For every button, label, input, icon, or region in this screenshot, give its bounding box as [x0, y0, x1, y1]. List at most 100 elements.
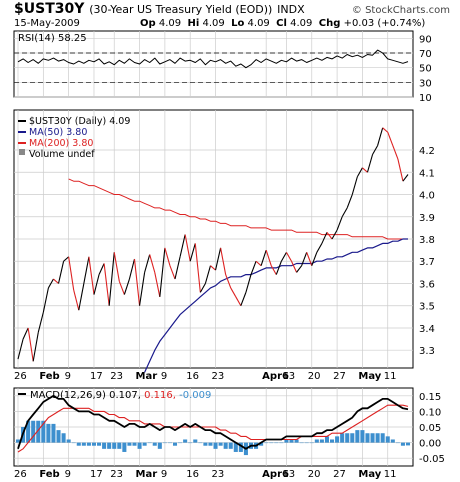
macd-histogram-bar	[279, 442, 284, 444]
price-line-segment	[225, 274, 232, 289]
instrument-name-label: (30-Year US Treasury Yield (EOD))	[89, 3, 273, 16]
price-line-segment	[220, 247, 227, 275]
macd-histogram-bar	[198, 442, 203, 444]
price-line-segment	[169, 265, 176, 280]
price-line-segment	[42, 287, 49, 313]
price-line-segment	[235, 296, 242, 306]
price-line-segment	[275, 261, 282, 275]
price-line-segment	[336, 216, 343, 231]
rsi-title: RSI(14) 58.25	[18, 33, 87, 44]
price-line-segment	[285, 252, 292, 262]
macd-histogram-bar	[15, 439, 21, 443]
price-ytick-label: 4.0	[419, 191, 435, 202]
macd-line	[17, 394, 409, 450]
macd-xtick-label: Feb	[39, 469, 59, 480]
price-line-segment	[88, 256, 95, 295]
price-ytick-label: 3.7	[419, 257, 435, 268]
price-line-segment	[250, 261, 257, 275]
macd-histogram-bar	[330, 439, 335, 443]
macd-xtick-label: 26	[14, 469, 27, 480]
macd-histogram-bar	[31, 420, 36, 443]
price-line-segment	[83, 256, 90, 284]
macd-histogram-bar	[178, 442, 183, 444]
macd-histogram-bar	[97, 442, 102, 446]
source-credit: © StockCharts.com	[351, 5, 450, 16]
price-line-segment	[174, 256, 181, 280]
macd-xtick-label: 20	[308, 469, 321, 480]
macd-histogram-bar	[117, 442, 122, 449]
price-line-segment	[108, 252, 115, 306]
price-line-segment	[159, 247, 166, 297]
legend-label: Volume undef	[29, 149, 95, 160]
macd-histogram-bar	[127, 442, 132, 446]
macd-ytick-label: 0.00	[419, 439, 441, 450]
price-xtick-label: 26	[14, 371, 27, 382]
macd-histogram-bar	[26, 420, 31, 443]
macd-histogram-bar	[71, 442, 76, 444]
price-line-segment	[316, 243, 323, 253]
macd-histogram-bar	[350, 433, 355, 443]
macd-panel: -0.05 0.00 0.05 0.10 0.15 MACD(12,26,9) 0.107…	[13, 387, 445, 480]
macd-histogram-bar	[162, 442, 167, 444]
price-xtick-label: Feb	[39, 371, 59, 382]
rsi-ytick-label: 30	[419, 78, 432, 89]
price-ytick-label: 3.9	[419, 213, 435, 224]
price-line-segment	[63, 256, 70, 262]
macd-xtick-label: May	[358, 469, 381, 480]
macd-histogram-bar	[360, 430, 365, 443]
macd-histogram-bar	[274, 442, 279, 444]
price-line-segment	[179, 234, 186, 257]
price-line-segment	[154, 272, 161, 297]
macd-histogram-bar	[218, 442, 223, 446]
macd-histogram-bar	[41, 420, 46, 443]
ma200-line	[68, 178, 408, 240]
price-ytick-label: 3.4	[419, 324, 435, 335]
macd-histogram-bar	[314, 439, 319, 443]
exchange-label: INDX	[277, 3, 305, 16]
symbol-label: $UST30Y	[14, 1, 85, 17]
macd-histogram-bar	[36, 420, 41, 443]
price-line-segment	[331, 229, 338, 240]
price-line-segment	[32, 332, 39, 362]
high-label: Hi	[187, 18, 200, 29]
macd-histogram-bar	[304, 442, 309, 444]
macd-ytick-label: 0.10	[419, 407, 441, 418]
macd-histogram-bar	[259, 442, 264, 446]
macd-xtick-label: 23	[212, 469, 225, 480]
price-panel: 3.3 3.4 3.5 3.6 3.7 3.8 3.9 4.0 4.1 4.2 $UST30Y (D…	[13, 109, 435, 382]
rsi-ytick-label: 50	[419, 64, 432, 75]
price-xtick-label: May	[358, 371, 381, 382]
macd-histogram-bar	[188, 442, 193, 444]
macd-histogram-bar	[56, 430, 61, 443]
price-line-segment	[270, 265, 277, 275]
macd-histogram-bar	[86, 442, 91, 446]
price-line-segment	[255, 260, 262, 267]
price-line-segment	[265, 249, 272, 266]
low-label: Lo	[231, 18, 245, 29]
price-line-segment	[402, 174, 409, 182]
price-xtick-label: Apr6	[262, 371, 289, 382]
price-line-segment	[53, 278, 59, 284]
price-xtick-label: 9	[65, 371, 71, 382]
price-xtick-label: 27	[333, 371, 346, 382]
macd-histogram-bar	[299, 442, 304, 444]
price-line-segment	[113, 252, 120, 282]
macd-title: MACD(12,26,9) 0.107, 0.116, -0.009	[30, 390, 211, 401]
legend-label: $UST30Y (Daily) 4.09	[29, 116, 130, 127]
macd-xtick-label: Apr6	[262, 469, 289, 480]
price-line-segment	[372, 145, 379, 155]
price-line-segment	[118, 281, 125, 295]
price-xtick-label: 23	[110, 371, 123, 382]
price-xtick-label: 20	[308, 371, 321, 382]
price-line-segment	[397, 158, 404, 182]
price-line-segment	[133, 258, 141, 306]
price-line-segment	[57, 261, 65, 284]
price-line-segment	[362, 167, 368, 173]
macd-histogram-bar	[51, 423, 56, 443]
macd-histogram-bar	[370, 433, 375, 443]
macd-ytick-label: 0.05	[419, 423, 441, 434]
rsi-ytick-label: 70	[419, 49, 432, 60]
macd-histogram-bar	[400, 442, 405, 446]
